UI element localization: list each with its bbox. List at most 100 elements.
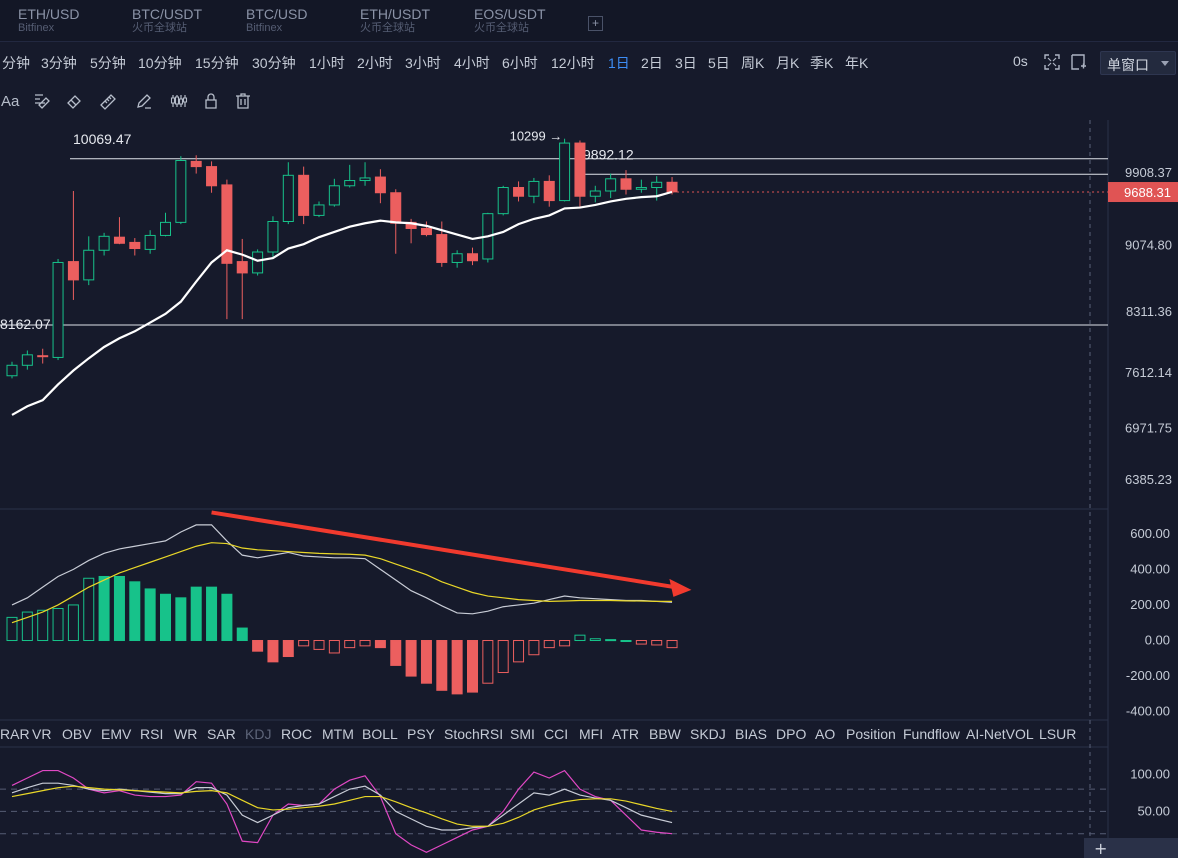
- candle[interactable]: [83, 236, 95, 286]
- indicator-rar[interactable]: RAR: [0, 726, 30, 742]
- chart-area[interactable]: 9908.37 9074.80 8311.36 7612.14 6971.75 6385.…: [0, 120, 1178, 858]
- fullscreen-icon[interactable]: [1043, 53, 1061, 71]
- interval-5d[interactable]: 5日: [708, 55, 730, 71]
- interval-2h[interactable]: 2小时: [357, 55, 393, 71]
- interval-month[interactable]: 月K: [776, 55, 800, 71]
- interval-3d[interactable]: 3日: [675, 55, 697, 71]
- eraser-icon[interactable]: [65, 92, 83, 110]
- candle[interactable]: [175, 156, 187, 225]
- indicator-mtm[interactable]: MTM: [322, 726, 354, 742]
- tab-eth-usd-bitfinex[interactable]: ETH/USD Bitfinex: [18, 6, 79, 38]
- indicator-ai-netvol[interactable]: AI-NetVOL: [966, 726, 1034, 742]
- text-tool[interactable]: Aa: [1, 93, 20, 110]
- candle[interactable]: [605, 173, 617, 198]
- interval-1min[interactable]: 分钟: [2, 55, 30, 71]
- interval-10min[interactable]: 10分钟: [138, 55, 182, 71]
- candle[interactable]: [206, 161, 218, 193]
- candle[interactable]: [267, 216, 279, 259]
- interval-1d[interactable]: 1日: [608, 55, 630, 71]
- trash-icon[interactable]: [234, 92, 252, 110]
- candle[interactable]: [252, 249, 264, 276]
- tab-eos-usdt-huobi[interactable]: EOS/USDT 火币全球站: [474, 6, 546, 38]
- lock-icon[interactable]: [202, 92, 220, 110]
- candle[interactable]: [328, 178, 340, 207]
- indicator-mfi[interactable]: MFI: [579, 726, 604, 742]
- indicator-cci[interactable]: CCI: [544, 726, 569, 742]
- indicator-stochrsi[interactable]: StochRSI: [444, 726, 504, 742]
- indicator-position[interactable]: Position: [846, 726, 896, 742]
- candle[interactable]: [559, 138, 571, 202]
- candle[interactable]: [129, 238, 141, 256]
- interval-3h[interactable]: 3小时: [405, 55, 441, 71]
- ruler-icon[interactable]: [99, 92, 117, 110]
- interval-year[interactable]: 年K: [845, 55, 869, 71]
- interval-4h[interactable]: 4小时: [454, 55, 490, 71]
- indicator-emv[interactable]: EMV: [101, 726, 132, 742]
- candle[interactable]: [298, 166, 310, 225]
- indicator-sar[interactable]: SAR: [207, 726, 236, 742]
- crosshair-plus-icon[interactable]: +: [1094, 839, 1107, 858]
- candle[interactable]: [313, 201, 325, 218]
- candle[interactable]: [374, 169, 386, 204]
- indicator-vr[interactable]: VR: [32, 726, 52, 742]
- candle[interactable]: [21, 350, 33, 370]
- tab-eth-usdt-huobi[interactable]: ETH/USDT 火币全球站: [360, 6, 430, 38]
- candle[interactable]: [497, 185, 509, 216]
- candle[interactable]: [513, 181, 525, 202]
- indicator-psy[interactable]: PSY: [407, 726, 436, 742]
- candle[interactable]: [6, 361, 18, 379]
- candle[interactable]: [574, 140, 586, 209]
- candle[interactable]: [98, 232, 110, 256]
- candle[interactable]: [635, 179, 647, 193]
- indicator-bbw[interactable]: BBW: [649, 726, 681, 742]
- indicator-ao[interactable]: AO: [815, 726, 836, 742]
- indicator-fundflow[interactable]: Fundflow: [903, 726, 960, 742]
- candle[interactable]: [52, 258, 64, 361]
- interval-1h[interactable]: 1小时: [309, 55, 345, 71]
- candle[interactable]: [282, 162, 294, 225]
- indicator-smi[interactable]: SMI: [510, 726, 535, 742]
- candle[interactable]: [236, 238, 248, 320]
- candle[interactable]: [160, 212, 171, 237]
- indicator-roc[interactable]: ROC: [281, 726, 313, 742]
- indicator-boll[interactable]: BOLL: [362, 726, 398, 742]
- interval-6h[interactable]: 6小时: [502, 55, 538, 71]
- candle[interactable]: [67, 191, 79, 300]
- indicator-lsur[interactable]: LSUR: [1039, 726, 1077, 742]
- candle[interactable]: [467, 247, 478, 266]
- interval-3min[interactable]: 3分钟: [41, 55, 77, 71]
- indicator-wr[interactable]: WR: [174, 726, 198, 742]
- indicator-rsi[interactable]: RSI: [140, 726, 164, 742]
- candle[interactable]: [436, 221, 448, 267]
- candle[interactable]: [37, 348, 49, 364]
- candle[interactable]: [190, 155, 202, 174]
- candle[interactable]: [113, 217, 125, 245]
- candle[interactable]: [589, 185, 601, 203]
- candle[interactable]: [420, 221, 432, 237]
- indicator-dpo[interactable]: DPO: [776, 726, 807, 742]
- interval-quarter[interactable]: 季K: [810, 55, 834, 71]
- window-mode-select[interactable]: 单窗口: [1100, 51, 1176, 75]
- interval-15min[interactable]: 15分钟: [195, 55, 239, 71]
- candle[interactable]: [543, 175, 555, 207]
- candles-icon[interactable]: [170, 92, 188, 110]
- indicator-kdj[interactable]: KDJ: [245, 726, 272, 742]
- tab-btc-usd-bitfinex[interactable]: BTC/USD Bitfinex: [246, 6, 307, 38]
- candle[interactable]: [528, 177, 540, 204]
- measure-icon[interactable]: [33, 92, 51, 110]
- interval-5min[interactable]: 5分钟: [90, 55, 126, 71]
- candle[interactable]: [451, 250, 463, 268]
- interval-week[interactable]: 周K: [741, 55, 765, 71]
- interval-30min[interactable]: 30分钟: [252, 55, 296, 71]
- popout-icon[interactable]: [1069, 53, 1087, 71]
- interval-12h[interactable]: 12小时: [551, 55, 595, 71]
- candle[interactable]: [359, 162, 371, 186]
- indicator-skdj[interactable]: SKDJ: [690, 726, 726, 742]
- candle[interactable]: [144, 230, 156, 254]
- indicator-atr[interactable]: ATR: [612, 726, 639, 742]
- candle[interactable]: [620, 170, 632, 195]
- interval-2d[interactable]: 2日: [641, 55, 663, 71]
- candle[interactable]: [344, 164, 356, 188]
- indicator-bias[interactable]: BIAS: [735, 726, 767, 742]
- indicator-obv[interactable]: OBV: [62, 726, 92, 742]
